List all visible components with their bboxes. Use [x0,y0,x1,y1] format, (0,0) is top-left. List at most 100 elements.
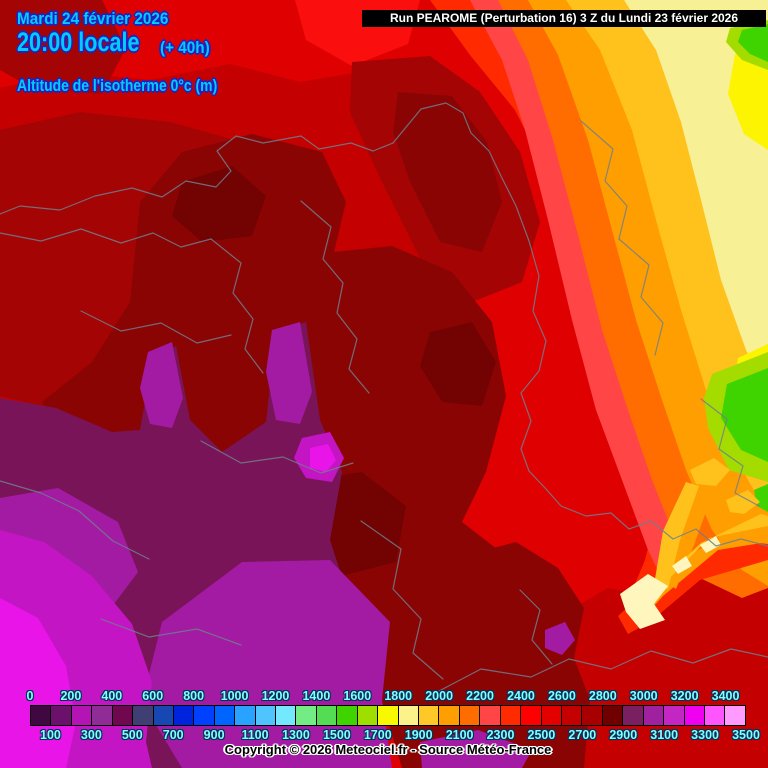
legend-cell [704,706,726,725]
run-info-bar: Run PEAROME (Perturbation 16) 3 Z du Lun… [362,10,766,27]
legend-value-label: 1000 [220,689,249,703]
legend-cell [582,706,603,725]
legend-cell [296,706,317,725]
patch-yellow-top [728,40,768,150]
legend-cell [664,706,685,725]
legend-value-label: 2800 [588,689,617,703]
legend-value-label: 2900 [609,728,638,742]
legend-value-label: 1900 [404,728,433,742]
legend-value-label: 2400 [507,689,535,703]
map-border-lines [0,102,768,692]
purple-patch-bottom [420,730,532,768]
border-line [0,228,212,248]
legend-cell [173,706,195,725]
alpine-cream-dot-2 [700,536,721,553]
border-line [580,120,628,240]
legend-value-label: 700 [162,728,184,742]
legend-cell [541,706,562,725]
legend-cell [112,706,134,725]
legend-cell [31,706,52,725]
legend-cell [643,706,665,725]
border-line [100,618,242,646]
border-line [392,102,768,547]
legend-value-label: 200 [60,689,82,703]
legend-value-label: 2200 [466,689,494,703]
legend-value-label: 2500 [527,728,556,742]
alpine-cream-dot-1 [672,556,692,574]
border-line [360,520,444,680]
legend-value-label: 900 [203,728,225,742]
alpine-gold-patch-2 [726,490,760,514]
legend-cell [51,706,72,725]
legend-value-label: 300 [80,728,102,742]
border-line [700,398,760,507]
border-line [438,648,768,692]
purple-finger-2 [266,322,312,424]
border-line [80,310,232,344]
legend-value-label: 3200 [670,689,699,703]
legend-value-label: 3100 [650,728,679,742]
legend-cell [378,706,399,725]
patch-green-mid [721,368,768,462]
legend-value-label: 1200 [261,689,290,703]
legend-value-label: 2100 [445,728,474,742]
legend-cell [684,706,705,725]
legend-value-label: 3000 [629,689,658,703]
legend-bottom-labels: 100 300 500 700 900 1100 1300 1500 1700 1900 2100 2… [0,728,768,742]
border-line [210,238,264,374]
legend-value-label: 1700 [363,728,392,742]
alpine-streak-gold-arm [654,482,699,589]
legend-value-label: 2000 [425,689,454,703]
border-line [0,480,150,560]
legend-value-label: 2600 [547,689,576,703]
legend-value-label: 3300 [691,728,719,742]
patch-green-corner [738,24,768,62]
legend-value-label: 3400 [711,689,740,703]
legend-value-label: 1400 [302,689,331,703]
legend-cell [153,706,174,725]
legend-cell [521,706,542,725]
legend-cell [255,706,277,725]
forecast-date: Mardi 24 février 2026 [17,9,169,28]
forecast-offset: (+ 40h) [160,38,210,57]
legend-top-labels: 0 200 400 600 800 1000 1200 1400 1600 1800 2000 220… [0,689,768,703]
legend-value-label: 400 [101,689,123,703]
border-line [618,238,664,356]
legend-value-label: 1300 [282,728,310,742]
region-deep-maroon-1 [172,166,266,242]
forecast-time: 20:00 locale [17,27,140,57]
alpine-streak-orange2 [633,524,768,616]
legend-value-label: 800 [183,689,205,703]
legend-cell [439,706,460,725]
legend-cell [500,706,522,725]
legend-value-label: 2300 [486,728,515,742]
legend-cell [316,706,338,725]
legend-value-label: 1800 [384,689,413,703]
purple-finger-1 [140,342,183,428]
border-line [0,135,394,215]
legend-cell [623,706,644,725]
legend-value-label: 1500 [322,728,351,742]
alpine-gold-patch-1 [690,458,730,486]
parameter-title: Altitude de l'isotherme 0°c (m) [17,76,218,95]
legend-cell [602,706,624,725]
border-line [300,200,370,394]
alpine-cream-core [620,574,668,629]
legend-value-label: 3500 [732,728,760,742]
legend-cell [357,706,379,725]
purple-patch-small [545,622,575,655]
legend-value-label: 100 [40,728,61,742]
legend-value-label: 500 [121,728,143,742]
legend-cell [194,706,215,725]
legend-cell [398,706,420,725]
legend-value-label: 1600 [343,689,372,703]
border-line [519,589,553,665]
legend-cell [133,706,154,725]
region-maroon-tongue [393,92,502,252]
legend-bar [30,705,746,726]
legend-cell [561,706,583,725]
region-deep-maroon-3 [420,322,496,406]
